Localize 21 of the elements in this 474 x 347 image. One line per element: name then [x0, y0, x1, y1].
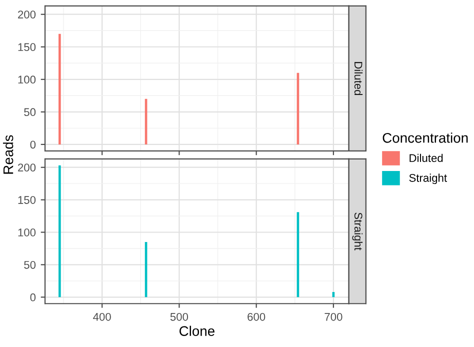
x-tick-label: 400 — [93, 312, 111, 321]
y-tick-label: 150 — [18, 43, 36, 52]
x-tick-label: 500 — [170, 312, 188, 321]
legend-title: Concentration — [382, 132, 468, 143]
y-tick-label: 150 — [18, 196, 36, 204]
y-tick-label: 50 — [24, 108, 36, 116]
y-tick-label: 0 — [30, 293, 36, 302]
legend-label: Diluted — [410, 154, 443, 162]
text: Diluted — [354, 62, 363, 95]
y-tick-label: 200 — [18, 164, 36, 172]
x-tick-label: 600 — [248, 312, 266, 321]
x-tick-label: 700 — [324, 312, 342, 321]
x-axis-title: Clone — [180, 326, 214, 336]
y-tick-label: 100 — [18, 76, 36, 84]
y-tick-label: 100 — [18, 228, 36, 236]
y-tick-label: 200 — [18, 10, 36, 18]
y-axis-title: Reads — [3, 135, 14, 174]
y-tick-label: 0 — [30, 140, 36, 149]
text: Straight — [352, 212, 363, 250]
y-tick-label: 50 — [24, 260, 36, 269]
legend-label: Straight — [409, 174, 447, 184]
